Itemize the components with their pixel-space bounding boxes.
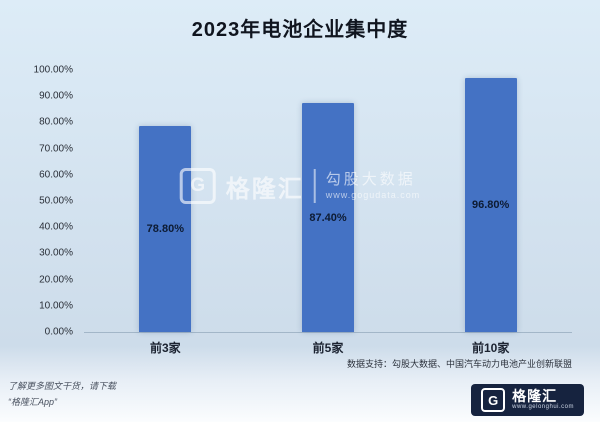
brand-logo-icon: G	[481, 388, 506, 412]
promo-line2: “格隆汇App”	[8, 397, 58, 408]
brand-name: 格隆汇	[512, 387, 558, 404]
plot-area: 78.80% 前3家 87.40% 前5家 96.80% 前10家	[84, 70, 572, 355]
y-tick-label: 100.00%	[33, 64, 73, 76]
y-tick-label: 40.00%	[39, 221, 73, 233]
promo-text: 了解更多图文干货，请下载 “格隆汇App”	[8, 378, 116, 410]
y-tick-label: 70.00%	[39, 143, 73, 155]
bar-value-label: 87.40%	[309, 211, 347, 224]
y-tick-label: 0.00%	[44, 326, 73, 338]
x-category-label: 前10家	[471, 341, 510, 355]
bar-value-label: 78.80%	[146, 222, 184, 235]
y-tick-label: 60.00%	[39, 169, 73, 181]
y-tick-label: 20.00%	[39, 274, 73, 286]
y-tick-label: 50.00%	[39, 195, 73, 207]
brand-logo: G 格隆汇 www.gelonghui.com	[471, 384, 584, 416]
bar-slot: 96.80% 前10家	[409, 70, 572, 355]
bar: 78.80%	[139, 125, 192, 332]
promo-line1: 了解更多图文干货，请下载	[8, 381, 117, 391]
bars-container: 78.80% 前3家 87.40% 前5家 96.80% 前10家	[84, 70, 572, 355]
bar: 87.40%	[302, 103, 354, 332]
bar-slot: 78.80% 前3家	[84, 70, 247, 355]
brand-url: www.gelonghui.com	[512, 404, 574, 411]
bar-value-label: 96.80%	[472, 199, 510, 212]
bar-slot: 87.40% 前5家	[247, 70, 410, 355]
bar: 96.80%	[464, 78, 517, 332]
y-tick-label: 10.00%	[39, 300, 73, 312]
x-category-label: 前3家	[149, 341, 181, 355]
y-tick-label: 80.00%	[39, 116, 73, 128]
x-category-label: 前5家	[312, 341, 344, 355]
data-source-note: 数据支持：勾股大数据、中国汽车动力电池产业创新联盟	[346, 359, 572, 369]
y-axis: 0.00% 10.00% 20.00% 30.00% 40.00% 50.00% 60.00…	[0, 65, 78, 338]
y-tick-label: 90.00%	[39, 90, 73, 102]
chart-title: 2023年电池企业集中度	[191, 19, 409, 41]
y-tick-label: 30.00%	[39, 247, 73, 259]
